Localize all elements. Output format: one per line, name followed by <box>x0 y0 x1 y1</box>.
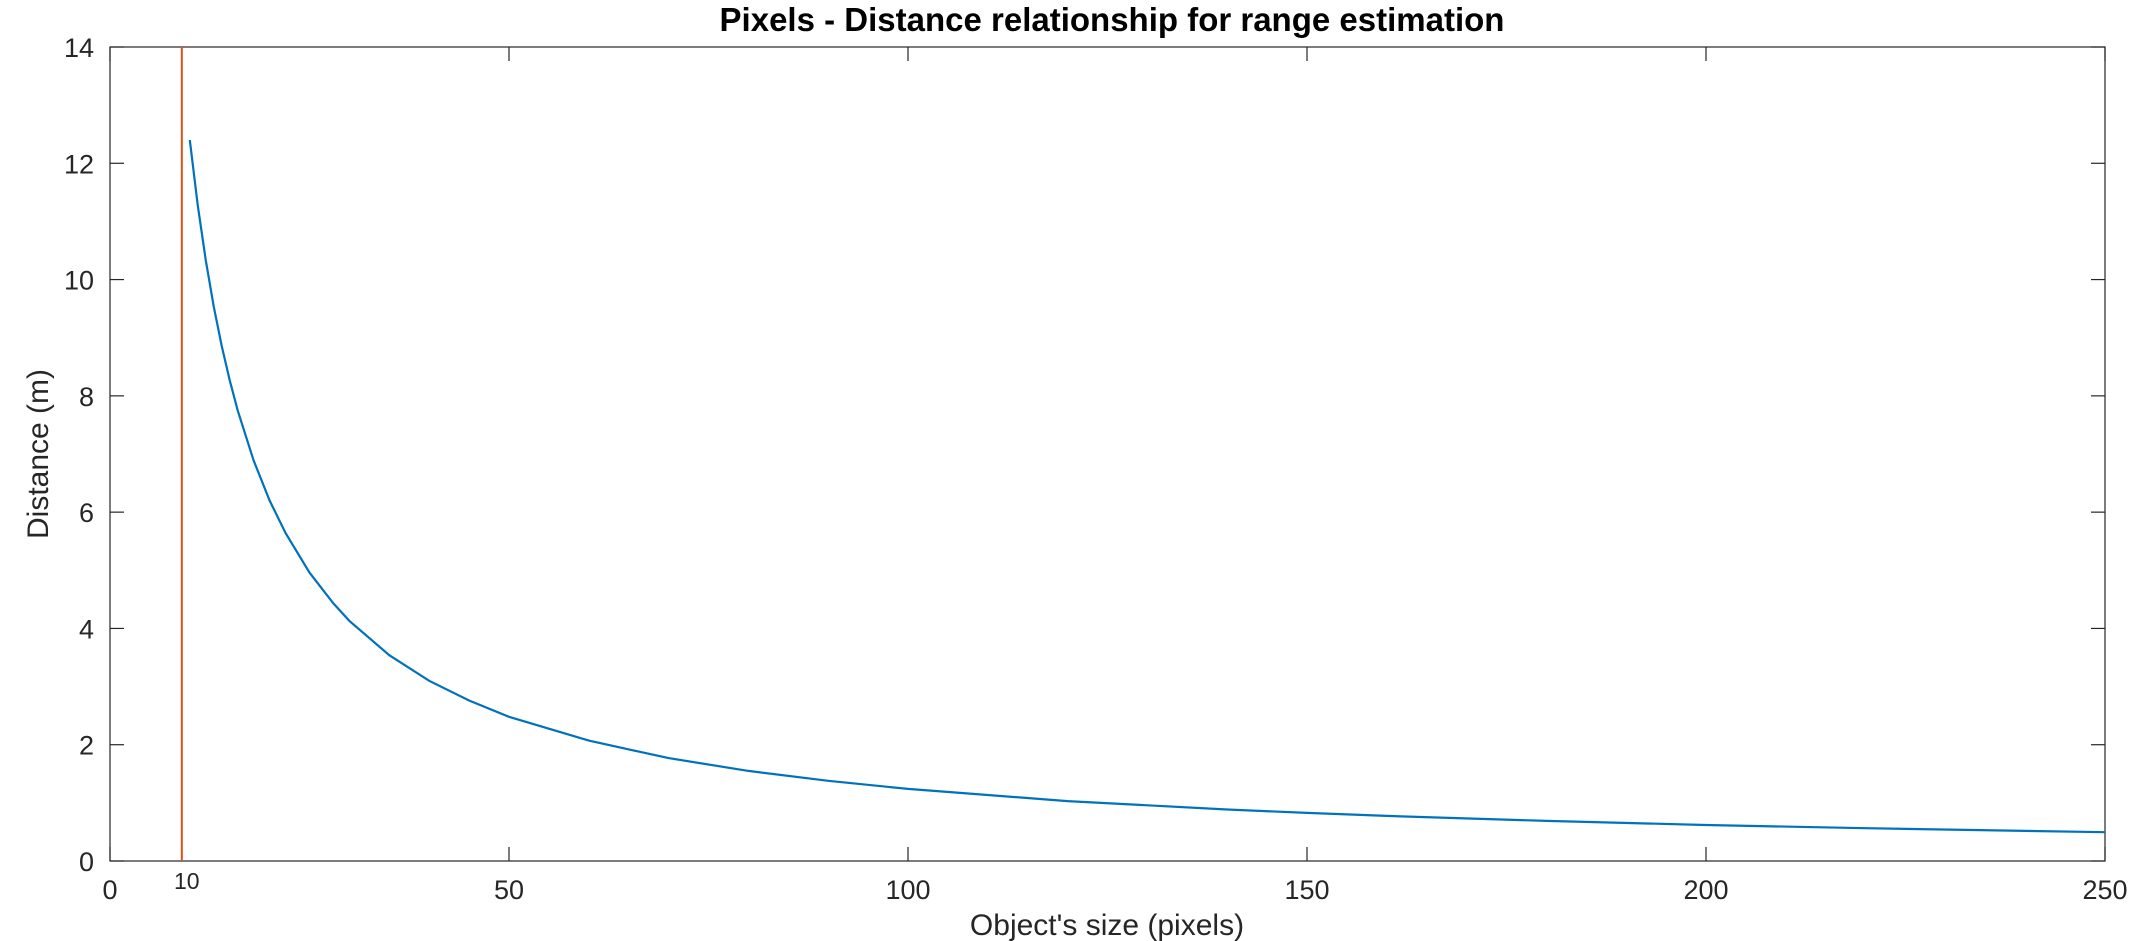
x-tick-label: 200 <box>1683 875 1728 905</box>
x-tick-label: 0 <box>102 875 117 905</box>
x-tick-label: 50 <box>494 875 524 905</box>
y-tick-label: 8 <box>79 382 94 412</box>
x-axis-label: Object's size (pixels) <box>970 909 1244 941</box>
axis-tick-labels: 0 50 100 150 200 250 0 2 4 6 8 10 12 14 <box>64 33 2128 905</box>
x-tick-label: 150 <box>1284 875 1329 905</box>
plot-area <box>109 46 2106 862</box>
distance-curve <box>188 139 2106 834</box>
y-tick-label: 10 <box>64 266 94 296</box>
x-tick-label: 250 <box>2082 875 2127 905</box>
x-tick-label: 100 <box>885 875 930 905</box>
axis-ticks <box>109 46 2106 862</box>
chart-title: Pixels - Distance relationship for range… <box>720 1 1505 38</box>
y-axis-label: Distance (m) <box>22 369 55 539</box>
y-tick-label: 6 <box>79 498 94 528</box>
y-tick-label: 4 <box>79 614 94 644</box>
y-tick-label: 14 <box>64 33 94 63</box>
y-tick-label: 12 <box>64 149 94 179</box>
y-tick-label: 2 <box>79 731 94 761</box>
y-tick-label: 0 <box>79 847 94 877</box>
threshold-label: 10 <box>174 868 200 894</box>
